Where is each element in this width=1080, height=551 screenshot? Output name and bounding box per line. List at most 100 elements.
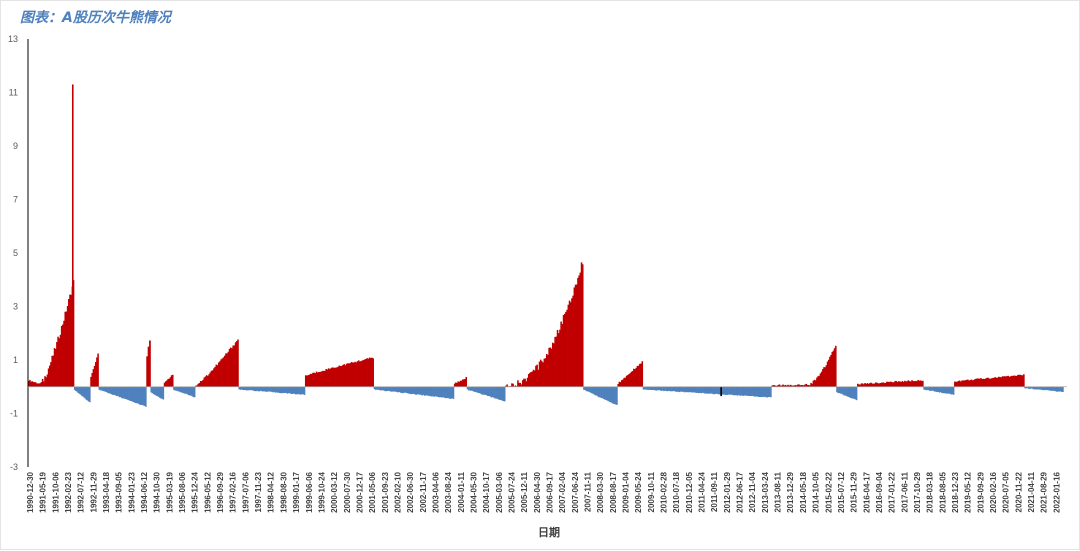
bar [1025, 386, 1027, 389]
bar [120, 386, 122, 398]
bar [227, 351, 230, 387]
bar [237, 339, 239, 387]
bar [462, 379, 464, 387]
bar [342, 364, 344, 387]
bar [603, 386, 605, 400]
bar [617, 384, 619, 387]
bar-segment [146, 340, 151, 387]
bar [899, 381, 901, 387]
bar [861, 383, 864, 387]
x-tick-label: 2019-09-29 [976, 471, 985, 512]
bar [859, 384, 861, 387]
bar [818, 375, 821, 387]
bar [285, 386, 288, 393]
bar [62, 324, 64, 387]
bar [827, 359, 830, 387]
bar [854, 386, 857, 400]
bar [819, 373, 822, 387]
bar [783, 385, 786, 387]
x-tick-label: 1994-01-23 [127, 471, 136, 512]
bar [750, 386, 753, 397]
bar [649, 386, 652, 390]
bar [655, 386, 658, 391]
bar [822, 369, 824, 387]
bar [506, 384, 508, 387]
x-tick-label: 2010-02-28 [660, 471, 669, 512]
bar [538, 361, 541, 387]
bar [800, 385, 803, 387]
bar [173, 386, 175, 390]
x-tick-label: 1992-07-12 [77, 471, 86, 512]
bar [878, 383, 881, 387]
x-tick-label: 2016-09-04 [875, 471, 884, 512]
bar [232, 345, 234, 387]
bar [181, 386, 184, 393]
bar [707, 386, 710, 394]
bar [696, 386, 699, 393]
bar [883, 382, 886, 387]
bar [478, 386, 481, 394]
bar [360, 361, 362, 387]
bar [952, 386, 955, 395]
x-tick-label: 2017-01-22 [888, 471, 897, 512]
x-tick-label: 2007-11-11 [584, 471, 593, 512]
bar [620, 380, 623, 387]
bar [111, 386, 114, 395]
bar [310, 373, 313, 387]
bar [848, 386, 851, 398]
bar [82, 386, 84, 397]
x-tick-label: 2008-08-17 [609, 471, 618, 512]
bar [481, 386, 483, 395]
bar [473, 386, 476, 392]
bar [167, 379, 169, 387]
bar [315, 371, 318, 387]
x-tick-label: 2015-02-22 [824, 471, 833, 512]
bar [945, 386, 948, 394]
bar [820, 371, 823, 387]
bar [152, 386, 155, 395]
bar [579, 272, 582, 387]
bar [973, 379, 975, 387]
bar [84, 386, 86, 399]
bar [370, 358, 372, 387]
bar [891, 382, 894, 387]
bar [829, 356, 831, 387]
bar [401, 386, 403, 393]
bar [125, 386, 128, 400]
bar [536, 364, 538, 387]
bar [817, 376, 819, 387]
bar [175, 386, 178, 391]
bar [885, 381, 888, 387]
bar-segment [771, 383, 808, 387]
bar [377, 386, 379, 390]
bar [198, 383, 201, 387]
bar [256, 386, 259, 391]
bar [581, 264, 584, 387]
bar [678, 386, 681, 393]
bar [713, 386, 716, 395]
x-tick-label: 2001-05-06 [368, 471, 377, 512]
bar [37, 383, 39, 387]
bar [657, 386, 659, 391]
bar [343, 364, 346, 387]
bar [428, 386, 431, 396]
bar [714, 386, 717, 394]
x-tick-label: 1997-02-16 [229, 471, 238, 512]
bar-segment [453, 376, 468, 387]
bar [420, 386, 422, 395]
bar [1040, 386, 1043, 390]
bar [456, 382, 458, 387]
bar [252, 386, 255, 391]
bar [946, 386, 949, 394]
x-tick-label: 2015-11-29 [850, 471, 859, 512]
bar [640, 363, 642, 387]
bar [180, 386, 183, 393]
bar [219, 361, 221, 387]
bar-segment [28, 379, 42, 387]
bar [1004, 376, 1006, 387]
bar [187, 386, 190, 396]
bar [217, 362, 220, 387]
bar [871, 383, 874, 387]
bar [505, 385, 507, 387]
